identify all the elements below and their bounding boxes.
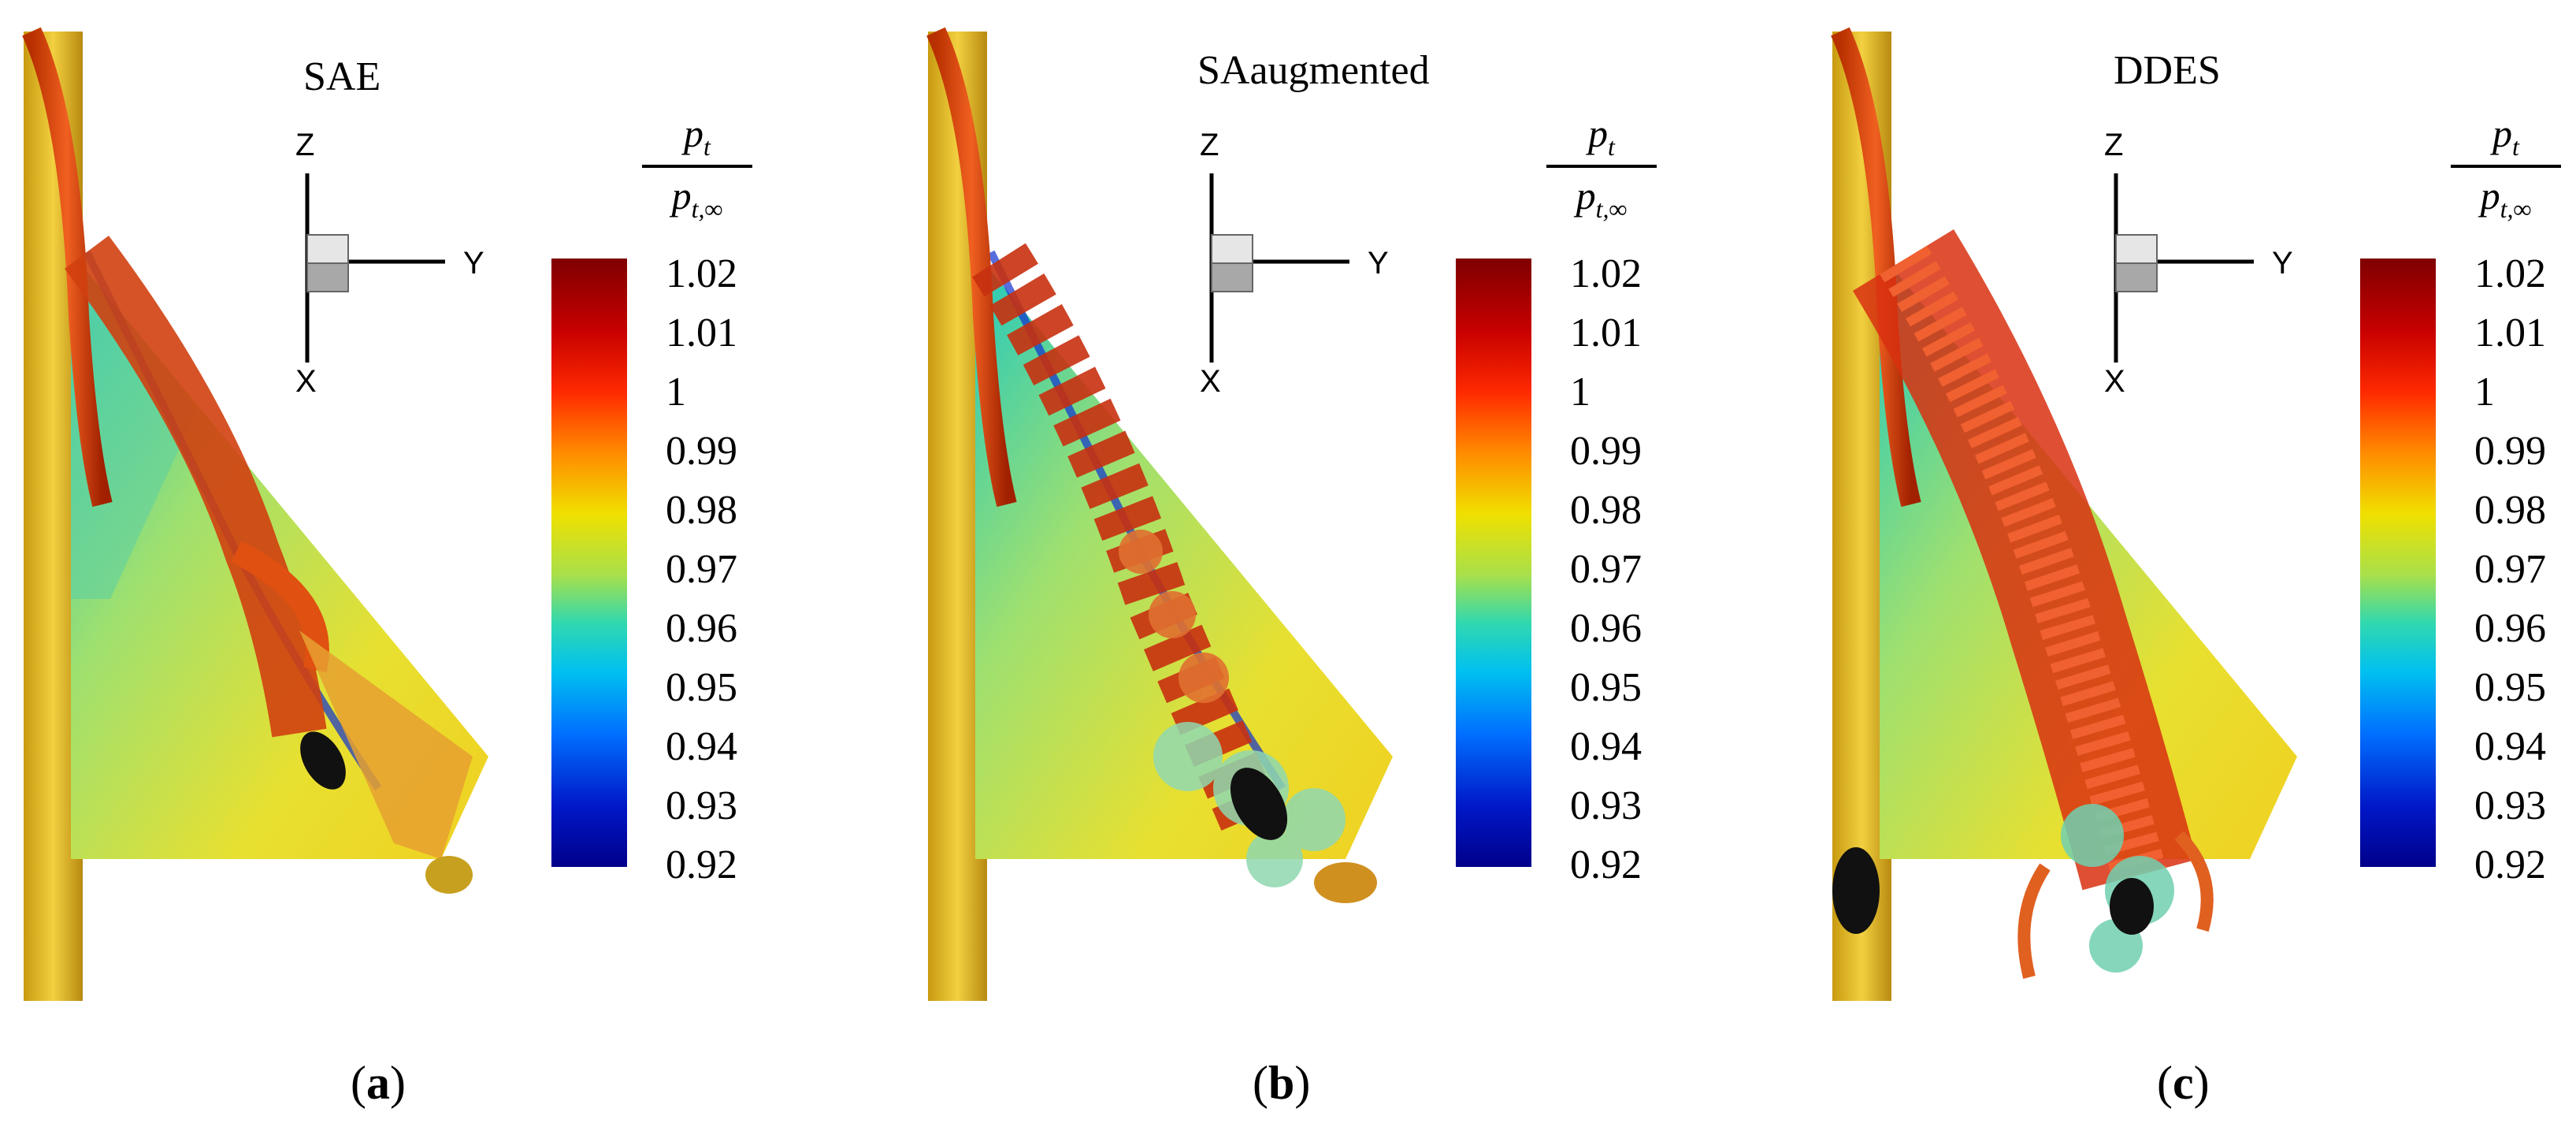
- colorbar-tick: 1.02: [666, 251, 737, 296]
- panel-title: SAaugmented: [1197, 48, 1430, 93]
- colorbar-tick: 0.94: [1570, 724, 1642, 769]
- colorbar: [551, 259, 627, 867]
- colorbar-tick: 1.02: [1570, 251, 1642, 296]
- colorbar-tick: 0.92: [2474, 842, 2546, 887]
- colorbar-tick: 0.98: [1570, 488, 1642, 533]
- colorbar-tick: 1.01: [2474, 311, 2546, 355]
- colorbar-tick: 0.98: [2474, 488, 2546, 533]
- axis-triad: [1209, 173, 1349, 363]
- axis-triad: [2114, 173, 2254, 363]
- panel-caption: (c): [2157, 1057, 2210, 1109]
- panel-caption: (a): [351, 1057, 406, 1109]
- panel-caption: (b): [1253, 1057, 1311, 1109]
- axis-z-label: Z: [1200, 128, 1219, 162]
- colorbar-tick: 0.95: [1570, 665, 1642, 710]
- colorbar-tick: 0.97: [666, 547, 737, 592]
- colorbar-tick: 1.01: [666, 311, 737, 355]
- colorbar: [1456, 259, 1531, 867]
- colorbar-tick: 0.96: [1570, 606, 1642, 651]
- axis-y-label: Y: [2272, 246, 2293, 281]
- colorbar-tick: 1.02: [2474, 251, 2546, 296]
- panel-title: DDES: [2114, 48, 2221, 93]
- colorbar-tick: 1: [1570, 370, 1591, 415]
- axis-x-label: X: [2104, 364, 2125, 399]
- axis-x-label: X: [295, 364, 317, 399]
- colorbar-tick: 0.97: [1570, 547, 1642, 592]
- colorbar-tick: 0.99: [2474, 429, 2546, 474]
- flow-visualization-ddes: [1831, 27, 2297, 1001]
- panel-b: SAaugmented Z Y X pt pt,∞ 1.02 1.01 1 0.…: [904, 0, 1763, 1127]
- axis-triad: [305, 173, 445, 363]
- colorbar-tick: 0.96: [666, 606, 737, 651]
- colorbar-tick: 0.99: [1570, 429, 1642, 474]
- colorbar-tick: 0.92: [1570, 842, 1642, 887]
- colorbar-title: pt pt,∞: [642, 110, 752, 224]
- axis-x-label: X: [1200, 364, 1221, 399]
- colorbar-tick: 1.01: [1570, 311, 1642, 355]
- axis-y-label: Y: [1368, 246, 1389, 281]
- axis-z-label: Z: [295, 128, 315, 162]
- colorbar-tick: 0.95: [2474, 665, 2546, 710]
- colorbar-tick: 0.93: [1570, 783, 1642, 828]
- flow-visualization-saaugmented: [926, 27, 1393, 1001]
- colorbar-tick: 0.94: [666, 724, 737, 769]
- colorbar-tick: 0.96: [2474, 606, 2546, 651]
- colorbar-tick: 0.93: [2474, 783, 2546, 828]
- panel-a: SAE Z Y X pt pt,∞ 1.02 1.01 1 0.99 0.98 …: [0, 0, 859, 1127]
- colorbar-title: pt pt,∞: [2451, 110, 2561, 224]
- colorbar-tick: 1: [2474, 370, 2495, 415]
- colorbar-tick: 0.99: [666, 429, 737, 474]
- axis-z-label: Z: [2104, 128, 2124, 162]
- panel-title: SAE: [303, 54, 381, 99]
- panel-c: DDES Z Y X pt pt,∞ 1.02 1.01 1 0.99 0.98…: [1809, 0, 2576, 1127]
- colorbar-tick: 0.93: [666, 783, 737, 828]
- axis-y-label: Y: [463, 246, 484, 281]
- colorbar-tick: 0.95: [666, 665, 737, 710]
- colorbar-title: pt pt,∞: [1546, 110, 1657, 224]
- colorbar-tick: 1: [666, 370, 686, 415]
- flow-visualization-sae: [22, 27, 488, 1001]
- colorbar-tick: 0.92: [666, 842, 737, 887]
- colorbar-tick: 0.94: [2474, 724, 2546, 769]
- colorbar: [2360, 259, 2436, 867]
- colorbar-tick: 0.97: [2474, 547, 2546, 592]
- colorbar-tick: 0.98: [666, 488, 737, 533]
